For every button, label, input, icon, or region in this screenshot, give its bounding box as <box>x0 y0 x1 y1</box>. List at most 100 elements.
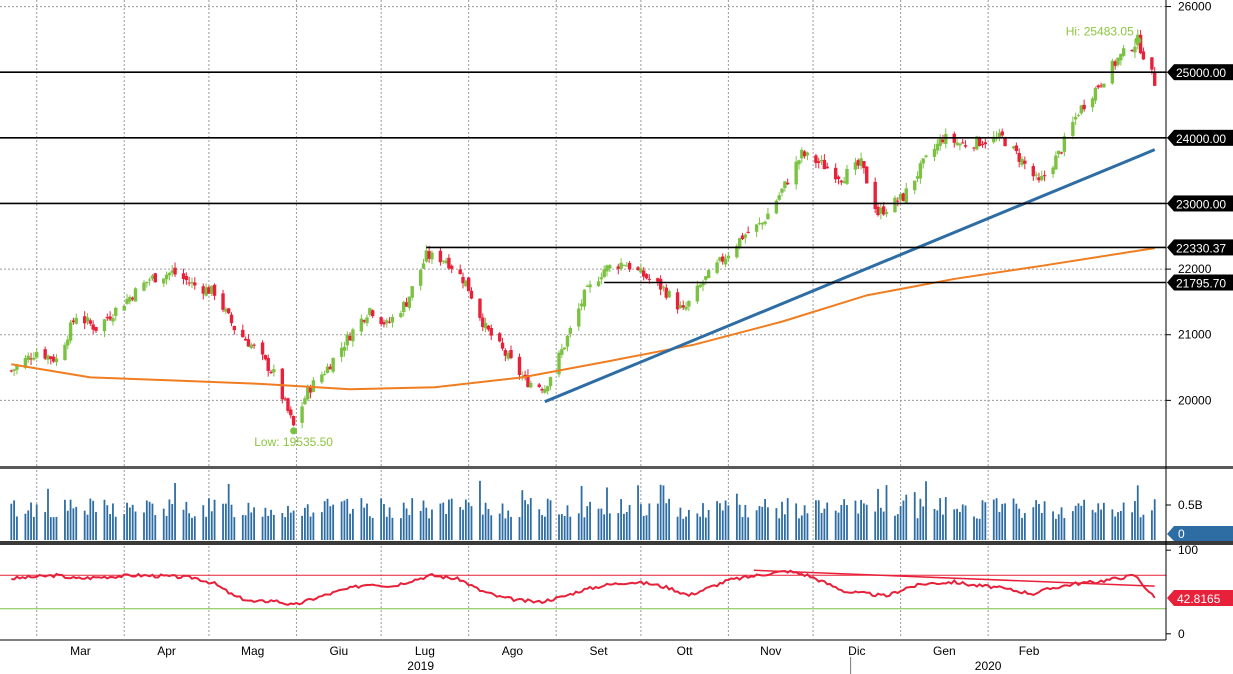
candle-body <box>249 344 253 348</box>
volume-bar <box>380 498 383 540</box>
candle-body <box>684 306 688 310</box>
candle-body <box>167 272 172 276</box>
candle-body <box>328 366 333 370</box>
candle-body <box>639 268 643 273</box>
candle-body <box>351 329 355 342</box>
month-label: Ott <box>677 644 694 658</box>
candle-body <box>289 409 293 416</box>
month-label: Dic <box>848 644 865 658</box>
volume-bar <box>617 513 620 540</box>
volume-current-pointer <box>1167 526 1174 541</box>
volume-bar <box>402 502 405 540</box>
level-label-pointer <box>1167 129 1174 146</box>
candle-body <box>983 142 988 145</box>
volume-bar <box>490 515 493 540</box>
candle-body <box>619 262 623 269</box>
volume-bar <box>863 503 865 540</box>
candle-body <box>224 308 228 312</box>
candle-body <box>424 250 429 262</box>
volume-bar <box>783 514 786 540</box>
volume-bar <box>1122 502 1125 540</box>
divergence-line <box>753 569 1155 587</box>
volume-bar <box>659 484 662 540</box>
volume-bar <box>702 503 704 540</box>
candle-body <box>605 265 609 272</box>
candle-body <box>1073 117 1078 120</box>
volume-bar <box>467 502 470 540</box>
candle-body <box>444 260 448 264</box>
oscillator-tick-label: 100 <box>1178 543 1198 557</box>
volume-bar <box>253 507 255 540</box>
volume-bar <box>755 510 758 540</box>
candle-body <box>430 252 434 260</box>
level-label-box <box>1174 239 1233 256</box>
candle-body <box>636 267 640 271</box>
candle-body <box>481 317 485 328</box>
month-label: Lug <box>415 644 435 658</box>
candle-body <box>924 155 928 157</box>
volume-bar <box>10 503 13 540</box>
candle-body <box>726 255 731 259</box>
volume-bar <box>171 504 174 540</box>
candle-body <box>825 166 829 169</box>
candle-body <box>153 273 157 283</box>
volume-bar <box>165 515 168 540</box>
volume-bar <box>716 501 719 540</box>
candle-body <box>992 136 996 143</box>
year-label: 2019 <box>407 659 434 673</box>
volume-bar <box>309 516 312 540</box>
candle-body <box>800 149 804 159</box>
candle-body <box>325 366 330 373</box>
candle-body <box>1093 87 1098 101</box>
candle-body <box>881 206 886 215</box>
candle-body <box>1051 167 1055 175</box>
volume-bar <box>1035 500 1038 540</box>
candle-body <box>300 406 304 423</box>
candle-body <box>568 327 572 334</box>
volume-bar <box>953 509 956 540</box>
candle-body <box>819 159 824 161</box>
volume-bar <box>1057 514 1060 540</box>
volume-bar <box>775 508 778 540</box>
volume-bar <box>637 485 639 540</box>
month-label: Giu <box>329 644 348 658</box>
volume-bar <box>332 504 335 540</box>
volume-bar <box>933 508 936 540</box>
volume-bar <box>385 516 388 540</box>
candle-body <box>82 316 87 324</box>
candle-body <box>379 317 383 324</box>
y-tick-label: 21000 <box>1178 328 1212 342</box>
volume-bar <box>781 501 783 540</box>
volume-bar <box>1083 499 1086 540</box>
candle-body <box>150 275 155 279</box>
volume-bar <box>879 507 882 540</box>
candle-body <box>546 386 550 392</box>
candle-body <box>794 161 798 185</box>
volume-bar <box>326 498 329 540</box>
volume-bar <box>860 500 862 540</box>
candle-body <box>622 264 626 266</box>
candle-body <box>66 339 70 346</box>
volume-bar <box>208 498 210 540</box>
volume-bar <box>973 516 975 540</box>
candle-body <box>972 147 976 149</box>
volume-bar <box>202 505 205 540</box>
candle-body <box>754 224 759 232</box>
candle-body <box>32 357 36 360</box>
candle-body <box>802 151 807 157</box>
candle-body <box>944 133 948 144</box>
volume-bar <box>1153 499 1156 540</box>
candle-body <box>1003 137 1007 147</box>
volume-bar <box>1074 505 1077 540</box>
candle-body <box>272 369 276 373</box>
volume-bar <box>1015 503 1018 540</box>
candle-body <box>133 288 138 302</box>
volume-bar <box>747 517 750 540</box>
y-tick-label: 26000 <box>1178 0 1212 14</box>
volume-bar <box>304 507 306 540</box>
candle-body <box>721 256 725 262</box>
volume-bar <box>961 504 964 540</box>
volume-bar <box>383 504 385 540</box>
candle-body <box>1014 145 1019 152</box>
candle-body <box>980 143 985 145</box>
